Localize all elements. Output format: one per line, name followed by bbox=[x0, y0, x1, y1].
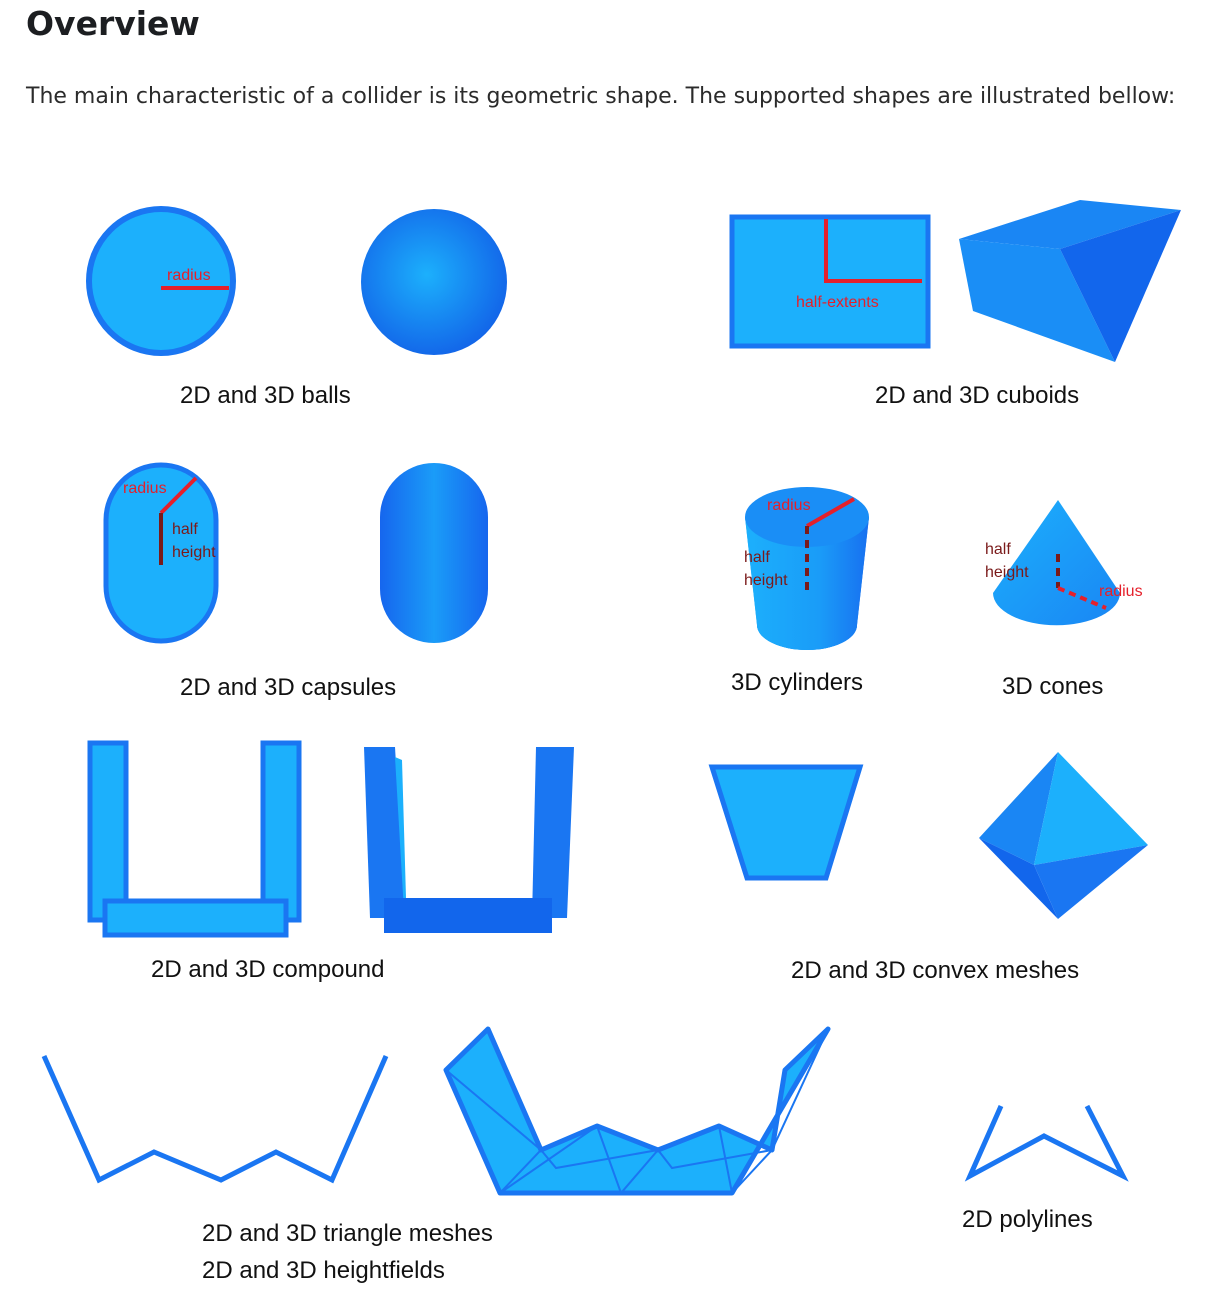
caption-trimesh-line2: 2D and 3D heightfields bbox=[202, 1257, 445, 1284]
caption-polylines: 2D polylines bbox=[962, 1206, 1093, 1233]
cylinder-radius-label: radius bbox=[767, 497, 811, 514]
cone-half-label: half bbox=[985, 541, 1011, 558]
compound-2d-left-bar bbox=[87, 740, 129, 923]
trimesh-2d bbox=[41, 1054, 389, 1184]
cuboid-half-extents-label: half-extents bbox=[796, 294, 879, 311]
compound-3d bbox=[364, 747, 574, 933]
compound-2d-right-bar bbox=[260, 740, 302, 923]
compound-3d-left-inner bbox=[395, 757, 406, 912]
intro-paragraph: The main characteristic of a collider is… bbox=[26, 84, 1176, 109]
cuboid-3d-front bbox=[959, 239, 1115, 362]
convex-3d-face-c bbox=[979, 838, 1058, 919]
caption-cones: 3D cones bbox=[1002, 673, 1103, 700]
capsule-radius-label: radius bbox=[123, 480, 167, 497]
trimesh-3d-edges bbox=[445, 1028, 829, 1196]
compound-2d-bottom-bar bbox=[102, 898, 289, 938]
cuboid-2d: half-extents bbox=[729, 214, 931, 349]
caption-balls: 2D and 3D balls bbox=[180, 382, 351, 409]
convex-3d-face-d bbox=[1034, 845, 1148, 919]
convex-3d-face-a bbox=[979, 752, 1058, 865]
cylinder-radius-line bbox=[806, 497, 855, 528]
capsule-half-label: half bbox=[172, 521, 198, 538]
compound-3d-right-bar bbox=[532, 747, 574, 918]
page-title: Overview bbox=[26, 4, 200, 43]
capsule-height-label: height bbox=[172, 544, 216, 561]
convex-2d bbox=[708, 764, 864, 881]
trimesh-3d-surface bbox=[443, 1026, 831, 1196]
caption-convex: 2D and 3D convex meshes bbox=[791, 957, 1079, 984]
capsule-radius-line bbox=[159, 476, 198, 515]
polyline-2d bbox=[964, 1104, 1129, 1182]
ball-3d bbox=[361, 209, 507, 355]
caption-compound: 2D and 3D compound bbox=[151, 956, 384, 983]
cone-radius-line bbox=[1057, 586, 1107, 610]
cylinder-half-label: half bbox=[744, 549, 770, 566]
cuboid-3d-top bbox=[959, 200, 1181, 249]
compound-3d-bottom-bar bbox=[384, 898, 552, 933]
capsule-3d bbox=[380, 463, 488, 643]
compound-2d bbox=[87, 740, 302, 938]
capsule-2d: radius half height bbox=[103, 462, 219, 644]
compound-3d-left-bar bbox=[364, 747, 405, 918]
cone-body bbox=[993, 500, 1120, 626]
caption-cuboids: 2D and 3D cuboids bbox=[875, 382, 1079, 409]
cone-3d: half height radius bbox=[985, 500, 1143, 626]
caption-trimesh-line1: 2D and 3D triangle meshes bbox=[202, 1220, 493, 1247]
convex-3d bbox=[979, 752, 1148, 919]
trimesh-3d-edge-c bbox=[783, 1027, 830, 1072]
cuboid-3d bbox=[959, 200, 1181, 362]
convex-3d-face-b bbox=[1034, 752, 1148, 865]
trimesh-3d bbox=[443, 1026, 831, 1196]
cylinder-3d: radius half height bbox=[744, 487, 869, 650]
cylinder-height-label: height bbox=[744, 572, 788, 589]
caption-cylinders: 3D cylinders bbox=[731, 669, 863, 696]
cuboid-half-extents-line bbox=[824, 219, 922, 283]
trimesh-3d-edges-b bbox=[540, 1148, 773, 1170]
cuboid-3d-side bbox=[1060, 210, 1181, 362]
cone-height-label: height bbox=[985, 564, 1029, 581]
ball-2d: radius bbox=[86, 206, 236, 356]
ball-radius-label: radius bbox=[167, 267, 211, 284]
ball-2d-shape bbox=[86, 206, 236, 356]
cone-radius-label: radius bbox=[1099, 583, 1143, 600]
cylinder-top bbox=[745, 487, 869, 547]
caption-capsules: 2D and 3D capsules bbox=[180, 674, 396, 701]
